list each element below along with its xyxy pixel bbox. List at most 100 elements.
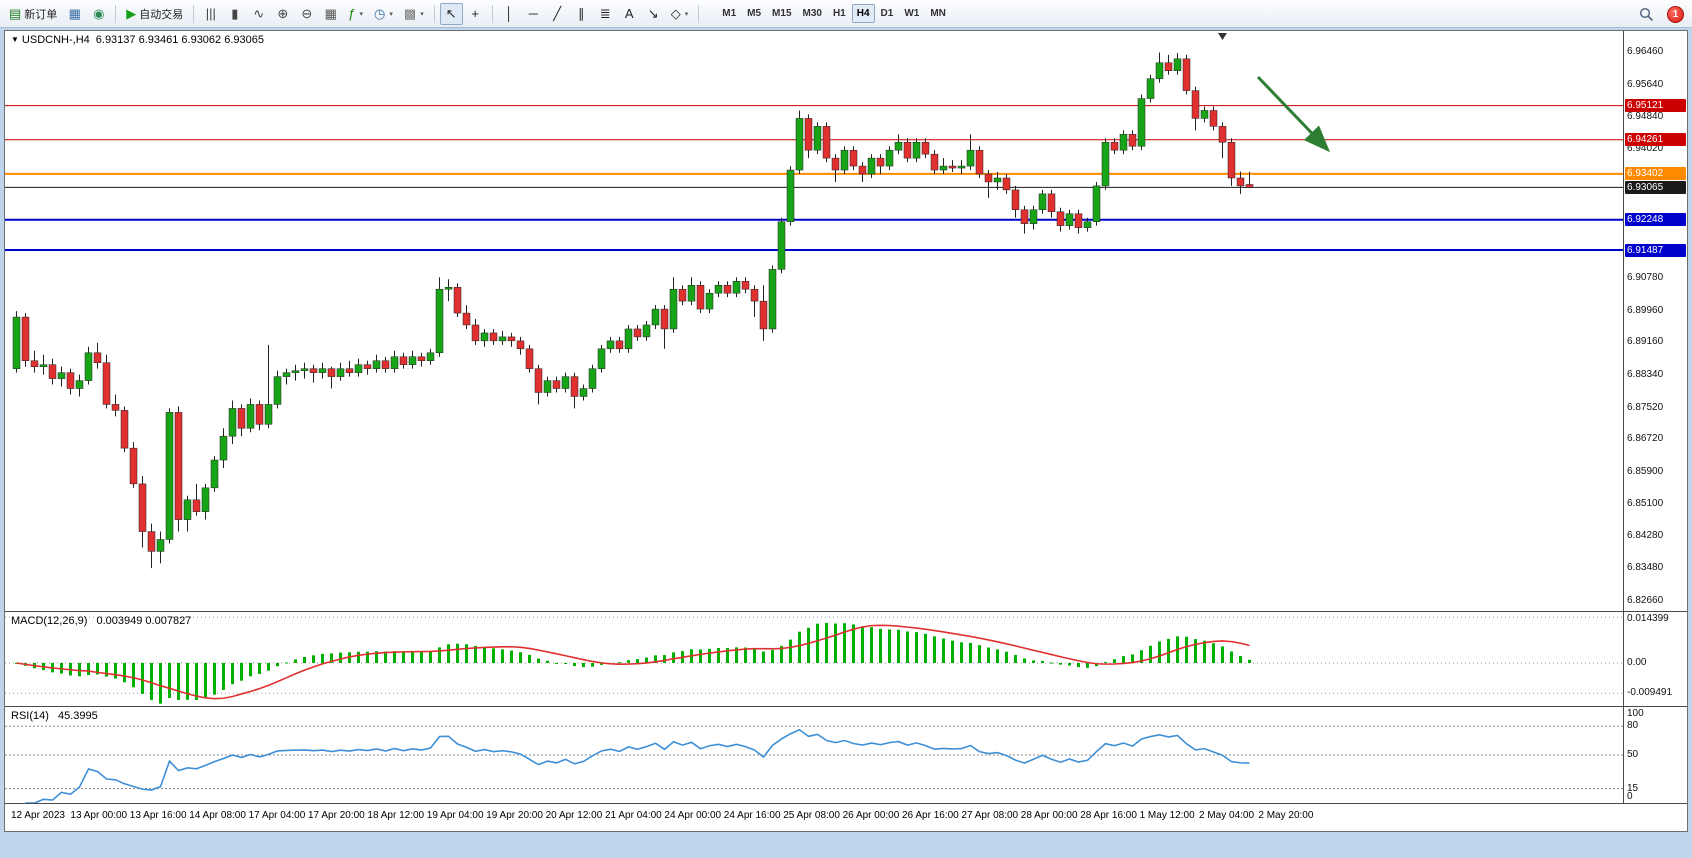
rsi-plot-area[interactable]	[5, 707, 1623, 803]
candle	[165, 412, 174, 540]
candle	[831, 157, 840, 171]
text-button[interactable]: A	[618, 3, 641, 25]
candle	[48, 364, 57, 379]
zoom-out-button[interactable]: ⊖	[295, 3, 318, 25]
indicators-button[interactable]: ƒ ▾	[343, 3, 368, 25]
price-axis-label: 6.95640	[1627, 79, 1664, 91]
candle	[1218, 126, 1227, 143]
search-button[interactable]	[1634, 3, 1659, 25]
timeframe-mn[interactable]: MN	[925, 4, 951, 23]
panel-resize-divider[interactable]	[5, 706, 1687, 707]
price-badge: 6.93065	[1625, 180, 1686, 194]
macd-axis[interactable]: 0.014399 0.00 -0.009491	[1623, 612, 1687, 706]
candle	[57, 372, 66, 379]
zoom-in-button[interactable]: ⊕	[271, 3, 294, 25]
price-axis-label: 6.90780	[1627, 272, 1664, 284]
main-chart-panel: ▼ USDCNH-,H4 6.93137 6.93461 6.93062 6.930…	[5, 31, 1687, 611]
macd-histogram-bar	[645, 657, 648, 663]
candle	[444, 286, 453, 290]
time-axis-label: 13 Apr 16:00	[129, 810, 187, 821]
periods-button[interactable]: ◷ ▾	[369, 3, 398, 25]
cursor-button[interactable]: ↖	[439, 2, 463, 25]
price-axis-label: 6.83480	[1627, 562, 1664, 574]
macd-histogram-bar	[1248, 659, 1251, 663]
macd-histogram-bar	[870, 627, 873, 663]
macd-histogram-bar	[240, 662, 243, 681]
candle	[552, 380, 561, 389]
macd-histogram-bar	[978, 645, 981, 663]
timeframe-h4[interactable]: H4	[851, 4, 875, 23]
candle	[1011, 189, 1020, 211]
sound-button[interactable]: ◉	[87, 3, 110, 25]
candle	[678, 288, 687, 302]
candle	[102, 362, 111, 405]
candlestick-chart-button[interactable]: ▮	[223, 3, 246, 25]
macd-histogram-bar	[753, 648, 756, 663]
macd-histogram-bar	[1023, 658, 1026, 663]
zoom-out-icon: ⊖	[301, 6, 313, 21]
horizontal-line-button[interactable]: ─	[522, 3, 545, 25]
candle	[264, 404, 273, 425]
timeframe-m30[interactable]: M30	[798, 4, 827, 23]
candle	[867, 157, 876, 175]
rsi-title: RSI(14) 45.3995	[11, 710, 98, 722]
macd-histogram-bar	[1077, 662, 1080, 668]
new-order-button[interactable]: ▤ 新订单	[4, 3, 62, 25]
arrows-button[interactable]: ↘	[642, 3, 665, 25]
timeframe-m1[interactable]: M1	[717, 4, 741, 23]
chart-window-button[interactable]: ▦	[63, 3, 86, 25]
time-axis-label: 13 Apr 00:00	[70, 810, 128, 821]
collapse-toggle-icon[interactable]: ▼	[11, 35, 19, 44]
candle	[84, 352, 93, 381]
chart-plot-area[interactable]	[5, 31, 1623, 611]
candle	[12, 316, 21, 369]
macd-histogram-bar	[285, 662, 288, 664]
macd-histogram-bar	[537, 658, 540, 663]
timeframe-d1[interactable]: D1	[876, 4, 899, 23]
timeframe-m15[interactable]: M15	[767, 4, 796, 23]
rsi-axis[interactable]: 100 80 50 15 0	[1623, 707, 1687, 803]
vertical-line-button[interactable]: │	[498, 3, 521, 25]
timeframe-m5[interactable]: M5	[742, 4, 766, 23]
line-chart-button[interactable]: ∿	[247, 3, 270, 25]
candle	[1245, 184, 1254, 188]
macd-panel: MACD(12,26,9) 0.003949 0.007827 0.014399…	[5, 612, 1687, 706]
candle	[1173, 58, 1182, 71]
candle	[984, 173, 993, 183]
macd-histogram-bar	[915, 632, 918, 663]
fibonacci-button[interactable]: ≣	[594, 3, 617, 25]
candle	[723, 284, 732, 294]
auto-trading-button[interactable]: ▶ 自动交易	[121, 3, 188, 25]
bar-chart-button[interactable]: |||	[199, 3, 222, 25]
sound-icon: ◉	[93, 6, 105, 21]
templates-button[interactable]: ▩ ▾	[399, 3, 429, 25]
timeframe-w1[interactable]: W1	[899, 4, 924, 23]
notification-badge[interactable]: 1	[1667, 5, 1684, 23]
shapes-button[interactable]: ◇ ▾	[666, 3, 694, 25]
crosshair-icon: +	[471, 6, 480, 21]
candle	[543, 380, 552, 393]
macd-histogram-bar	[1149, 645, 1152, 663]
candle	[903, 141, 912, 159]
macd-plot-area[interactable]	[5, 612, 1623, 706]
rsi-axis-label: 50	[1627, 749, 1639, 760]
panel-resize-divider[interactable]	[5, 611, 1687, 612]
price-axis[interactable]: 6.96460 6.95640 6.94840 6.94020 6.90780 6.899…	[1623, 31, 1687, 611]
price-axis-label: 6.89960	[1627, 304, 1664, 316]
trend-arrow[interactable]	[1256, 75, 1331, 153]
macd-axis-label: -0.009491	[1627, 687, 1673, 699]
macd-histogram-bar	[510, 650, 513, 663]
candle	[300, 368, 309, 371]
timeframe-h1[interactable]: H1	[828, 4, 851, 23]
rsi-axis-label: 100	[1627, 708, 1644, 719]
time-axis-label: 25 Apr 08:00	[783, 810, 840, 821]
macd-histogram-bar	[321, 653, 324, 663]
trendline-button[interactable]: ╱	[546, 3, 569, 25]
macd-histogram-bar	[825, 622, 828, 663]
trendline-icon: ╱	[553, 6, 562, 21]
channel-button[interactable]: ∥	[570, 3, 593, 25]
candle	[1029, 209, 1038, 224]
crosshair-button[interactable]: +	[464, 3, 487, 25]
tile-windows-button[interactable]: ▦	[319, 3, 342, 25]
time-axis[interactable]: 12 Apr 2023 13 Apr 00:00 13 Apr 16:00 14 Ap…	[5, 803, 1687, 831]
